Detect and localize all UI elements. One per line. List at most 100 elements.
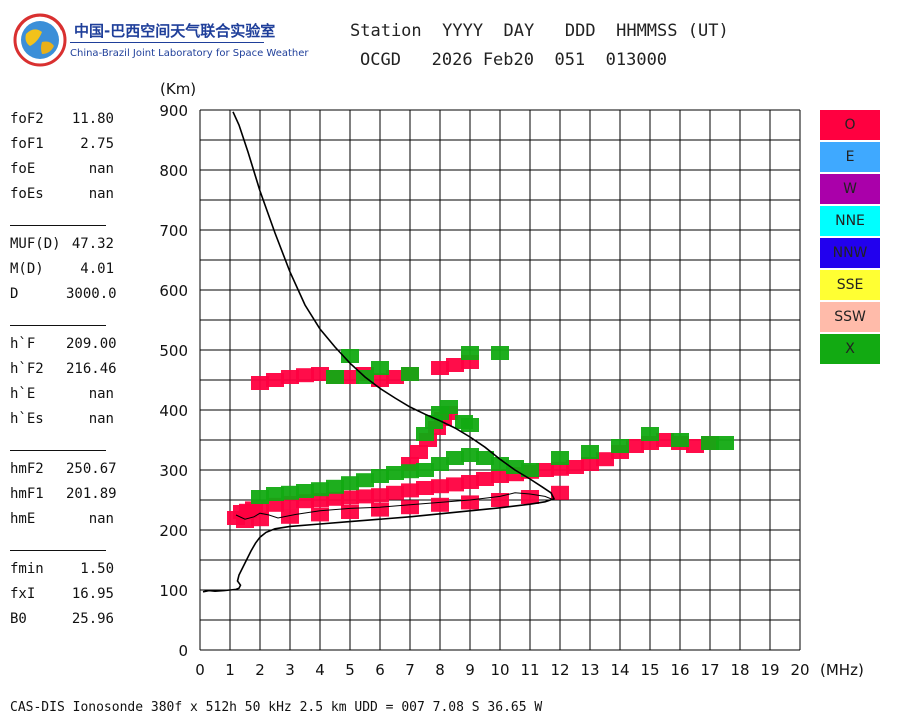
x-tick-label: 3 (285, 661, 295, 679)
echo-point-o (536, 463, 554, 477)
param-name: hmF1 (10, 486, 44, 502)
echo-point-o (566, 460, 584, 474)
station-header-values: OCGD 2026 Feb20 051 013000 (360, 50, 668, 70)
echo-point-x (296, 484, 314, 498)
echo-point-o (461, 475, 479, 489)
echo-point-o (281, 370, 299, 384)
echo-point-x (281, 485, 299, 500)
divider (10, 450, 106, 451)
echo-point-x (326, 370, 344, 384)
echo-point-o (551, 485, 569, 500)
logo-rule (70, 42, 264, 43)
x-tick-label: 16 (670, 661, 689, 679)
param-name: foF1 (10, 136, 44, 152)
echo-point-o (431, 497, 449, 512)
echo-point-x (701, 436, 719, 450)
y-tick-label: 900 (159, 102, 188, 120)
divider (10, 325, 106, 326)
legend-label: SSW (834, 309, 866, 325)
param-value: 216.46 (66, 361, 117, 377)
echo-point-x (491, 346, 509, 360)
x-tick-label: 12 (550, 661, 569, 679)
param-name: h`E (10, 386, 36, 402)
echo-point-x (611, 439, 629, 453)
echo-point-o (326, 491, 344, 506)
echo-point-o (341, 505, 359, 519)
param-name: fxI (10, 586, 36, 602)
y-tick-label: 100 (159, 582, 188, 600)
echo-point-x (401, 367, 419, 381)
echo-point-x (386, 466, 404, 480)
echo-point-o (491, 469, 509, 483)
x-tick-label: 15 (640, 661, 659, 679)
y-tick-label: 300 (159, 462, 188, 480)
echo-point-x (641, 427, 659, 441)
echo-point-o (386, 370, 404, 384)
model-curve (235, 492, 555, 520)
param-value: nan (88, 186, 114, 202)
param-value: 3000.0 (66, 286, 117, 302)
echo-point-x (461, 448, 479, 462)
echo-point-o (416, 481, 434, 495)
param-name: fmin (10, 561, 44, 577)
globe-logo-icon (13, 13, 67, 67)
echo-point-o (461, 495, 479, 510)
x-tick-label: 20 (790, 661, 809, 679)
echo-point-o (686, 439, 704, 453)
param-value: nan (88, 511, 114, 527)
echo-point-o (410, 445, 428, 459)
echo-point-x (716, 436, 734, 450)
echo-point-o (311, 367, 329, 381)
y-tick-label: 200 (159, 522, 188, 540)
echo-point-o (266, 373, 284, 387)
param-value: 1.50 (80, 561, 114, 577)
echo-point-o (251, 376, 269, 390)
param-name: D (10, 286, 19, 302)
echo-point-o (296, 368, 314, 383)
legend-swatch-x: X (820, 334, 880, 364)
echo-point-x (266, 487, 284, 501)
legend-label: NNW (832, 245, 868, 261)
echo-point-x (461, 346, 479, 360)
y-tick-label: 400 (159, 402, 188, 420)
echo-point-o (551, 461, 569, 476)
x-tick-label: 8 (435, 661, 445, 679)
instrument-footer: CAS-DIS Ionosonde 380f x 512h 50 kHz 2.5… (10, 700, 543, 715)
echo-point-x (446, 451, 464, 465)
param-name: foEs (10, 186, 44, 202)
param-name: hmF2 (10, 461, 44, 477)
echo-point-x (371, 469, 389, 483)
echo-point-o (341, 490, 359, 505)
echo-point-x (671, 433, 689, 447)
echo-point-o (371, 502, 389, 517)
lab-name-cn: 中国-巴西空间天气联合实验室 (74, 22, 276, 40)
echo-point-x (521, 463, 539, 477)
lab-name-en: China-Brazil Joint Laboratory for Space … (70, 48, 309, 59)
echo-point-x (581, 445, 599, 459)
echo-point-x (356, 473, 374, 488)
param-name: foE (10, 161, 36, 177)
echo-point-o (431, 479, 449, 494)
y-tick-label: 800 (159, 162, 188, 180)
param-value: 209.00 (66, 336, 117, 352)
param-value: 250.67 (66, 461, 117, 477)
param-value: 201.89 (66, 486, 117, 502)
x-tick-label: 14 (610, 661, 629, 679)
echo-point-x (476, 451, 494, 465)
echo-point-o (341, 370, 359, 384)
legend-label: NNE (835, 213, 865, 229)
x-tick-label: 7 (405, 661, 415, 679)
echo-point-o (371, 488, 389, 503)
echo-point-x (491, 457, 509, 471)
echo-point-o (401, 500, 419, 515)
echo-point-o (656, 433, 674, 447)
echo-point-o (596, 452, 614, 467)
x-tick-label: 19 (760, 661, 779, 679)
echo-point-o (311, 507, 329, 522)
x-tick-label: 17 (700, 661, 719, 679)
echo-point-o (401, 483, 419, 498)
param-name: foF2 (10, 111, 44, 127)
param-value: 16.95 (71, 586, 114, 602)
